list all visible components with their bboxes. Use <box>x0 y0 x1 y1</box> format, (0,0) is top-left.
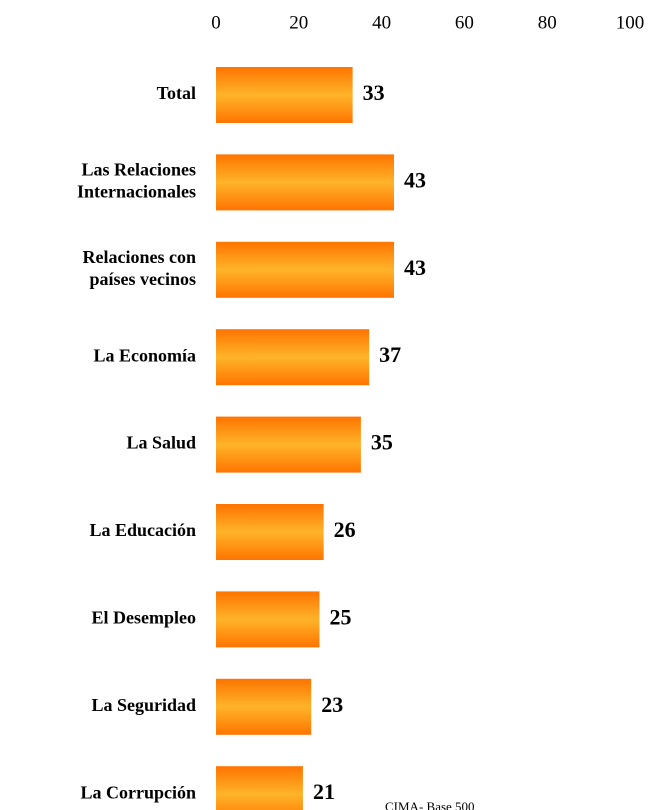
bar <box>216 416 361 473</box>
value-label: 37 <box>379 342 401 367</box>
category-label: La Corrupción <box>80 782 196 802</box>
category-label: Relaciones con países vecinos <box>83 247 196 289</box>
value-label: 25 <box>330 604 352 629</box>
value-label: 43 <box>404 167 426 192</box>
x-tick-label: 0 <box>211 12 221 33</box>
source-note: CIMA- Base 500 <box>385 799 475 810</box>
x-tick-label: 40 <box>372 12 391 33</box>
value-label: 35 <box>371 430 393 455</box>
category-label: La Seguridad <box>91 695 196 715</box>
category-label: La Educación <box>89 520 196 540</box>
bar <box>216 766 303 810</box>
category-label: Las Relaciones Internacionales <box>77 160 196 202</box>
bar <box>216 67 353 123</box>
bar <box>216 241 395 298</box>
category-label: La Salud <box>126 433 196 453</box>
value-label: 26 <box>334 517 356 542</box>
value-label: 33 <box>363 80 385 105</box>
x-tick-label: 100 <box>616 12 645 33</box>
bar <box>216 504 324 560</box>
category-label: La Economía <box>93 345 196 365</box>
x-tick-label: 80 <box>538 12 557 33</box>
x-tick-label: 60 <box>455 12 474 33</box>
category-label: Total <box>157 83 196 103</box>
bar <box>216 678 312 735</box>
x-tick-label: 20 <box>289 12 308 33</box>
value-label: 21 <box>313 779 335 804</box>
bar <box>216 154 395 211</box>
category-label: El Desempleo <box>92 608 196 628</box>
bar <box>216 591 320 648</box>
value-label: 23 <box>321 692 343 717</box>
value-label: 43 <box>404 255 426 280</box>
bar <box>216 329 370 386</box>
